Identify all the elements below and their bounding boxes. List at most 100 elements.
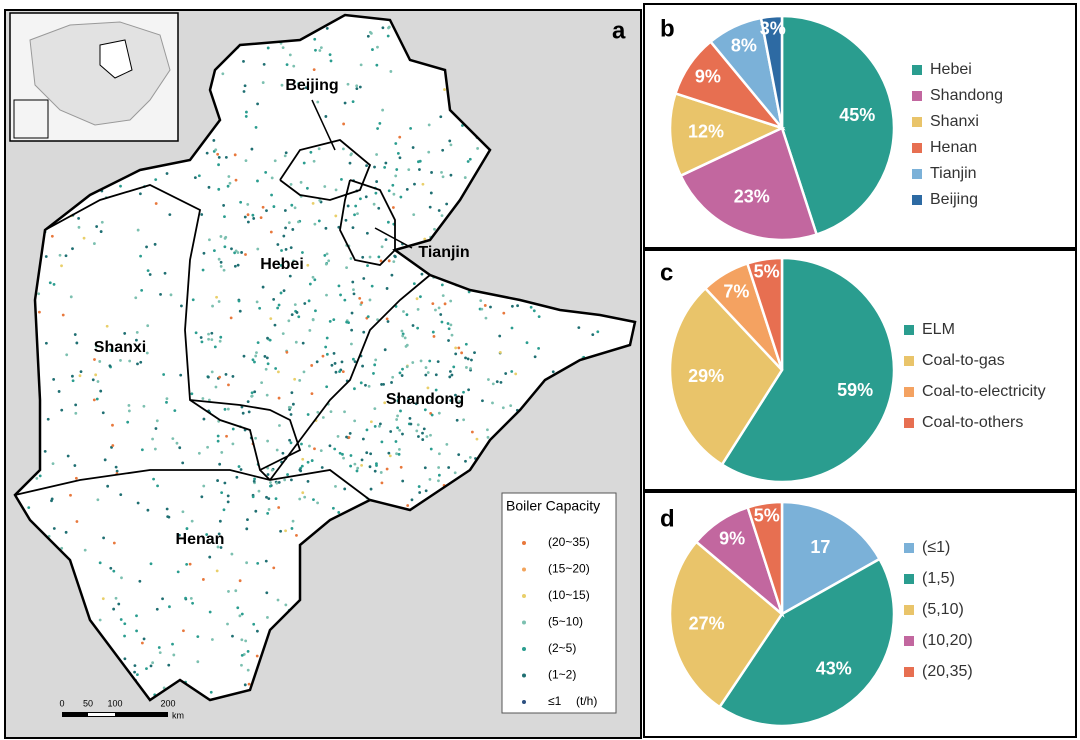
boiler-dot (398, 156, 402, 160)
data-label: 8% (731, 36, 757, 56)
boiler-dot (349, 464, 353, 468)
boiler-dot (394, 440, 398, 443)
boiler-dot (386, 34, 390, 38)
boiler-dot (320, 466, 324, 469)
boiler-dot (264, 367, 268, 371)
boiler-dot (396, 395, 400, 399)
boiler-dot (352, 357, 355, 361)
boiler-dot (135, 673, 139, 677)
boiler-dot (400, 329, 404, 333)
boiler-dot (243, 683, 247, 687)
boiler-dot (429, 191, 433, 195)
boiler-dot (302, 370, 306, 374)
boiler-dot (58, 253, 62, 257)
boiler-dot (206, 445, 209, 449)
boiler-dot (128, 359, 132, 363)
boiler-dot (499, 381, 503, 384)
boiler-dot (109, 566, 113, 570)
boiler-dot (394, 142, 398, 145)
boiler-dot (591, 333, 595, 336)
legend-swatch (912, 169, 922, 179)
boiler-dot (313, 447, 316, 451)
boiler-dot (106, 484, 110, 488)
boiler-dot (255, 654, 259, 658)
boiler-dot (260, 381, 264, 385)
boiler-dot (284, 226, 287, 230)
boiler-dot (52, 527, 56, 530)
data-label: 3% (760, 19, 786, 39)
boiler-dot (340, 177, 343, 181)
boiler-dot (338, 370, 341, 374)
boiler-dot (287, 221, 291, 225)
boiler-dot (347, 321, 350, 324)
legend-label: Shanxi (930, 113, 979, 130)
boiler-dot (154, 178, 158, 182)
boiler-dot (441, 148, 445, 152)
boiler-dot (355, 84, 359, 88)
boiler-dot (275, 448, 279, 452)
boiler-dot (486, 428, 489, 432)
boiler-dot (395, 452, 398, 456)
boiler-dot (509, 404, 513, 408)
boiler-dot (289, 413, 293, 416)
boiler-dot (387, 259, 391, 263)
boiler-dot (376, 318, 379, 322)
legend-label: ≤1 (548, 694, 562, 708)
boiler-dot (252, 217, 256, 220)
boiler-dot (158, 651, 162, 655)
boiler-dot (291, 228, 295, 231)
boiler-dot (289, 246, 293, 250)
boiler-dot (510, 326, 514, 330)
boiler-dot (306, 460, 310, 464)
boiler-dot (145, 667, 148, 671)
boiler-dot (298, 497, 302, 501)
boiler-dot (325, 385, 329, 389)
boiler-dot (324, 262, 328, 266)
boiler-dot (448, 139, 452, 143)
boiler-dot (146, 324, 150, 328)
boiler-dot (200, 213, 204, 216)
boiler-dot (379, 422, 382, 426)
boiler-dot (212, 139, 216, 142)
legend-label: Beijing (930, 191, 978, 208)
boiler-dot (256, 247, 260, 251)
boiler-dot (449, 323, 453, 327)
boiler-dot (417, 160, 420, 164)
boiler-dot (109, 348, 113, 352)
boiler-dot (411, 361, 415, 364)
boiler-dot (278, 424, 281, 427)
boiler-dot (208, 610, 212, 614)
boiler-dot (219, 546, 223, 549)
boiler-dot (365, 451, 369, 455)
province-border (269, 274, 431, 481)
boiler-dot (422, 427, 426, 431)
boiler-dot (102, 536, 105, 540)
boiler-dot (381, 26, 385, 30)
boiler-dot (79, 370, 83, 373)
boiler-dot (421, 438, 425, 441)
boiler-dot (377, 206, 381, 210)
boiler-dot (142, 637, 146, 641)
boiler-dot (217, 187, 221, 191)
boiler-dot (285, 63, 289, 67)
boiler-dot (380, 481, 384, 485)
boiler-dot (475, 437, 479, 441)
boiler-dot (216, 434, 220, 438)
boiler-dot (191, 298, 195, 302)
boiler-dot (135, 614, 138, 618)
boiler-dot (231, 634, 234, 638)
boiler-dot (491, 401, 494, 405)
boiler-dot (123, 634, 126, 638)
pie-slice (780, 500, 882, 617)
boiler-dot (206, 375, 210, 379)
boiler-dot (452, 365, 456, 369)
province-label: Tianjin (418, 244, 469, 261)
boiler-dot (112, 569, 116, 573)
boiler-dot (178, 533, 181, 537)
boiler-dot (376, 45, 379, 49)
boiler-dot (244, 639, 248, 643)
boiler-dot (254, 509, 258, 513)
boiler-dot (448, 375, 452, 379)
boiler-dot (421, 431, 424, 435)
boiler-dot (44, 255, 48, 258)
